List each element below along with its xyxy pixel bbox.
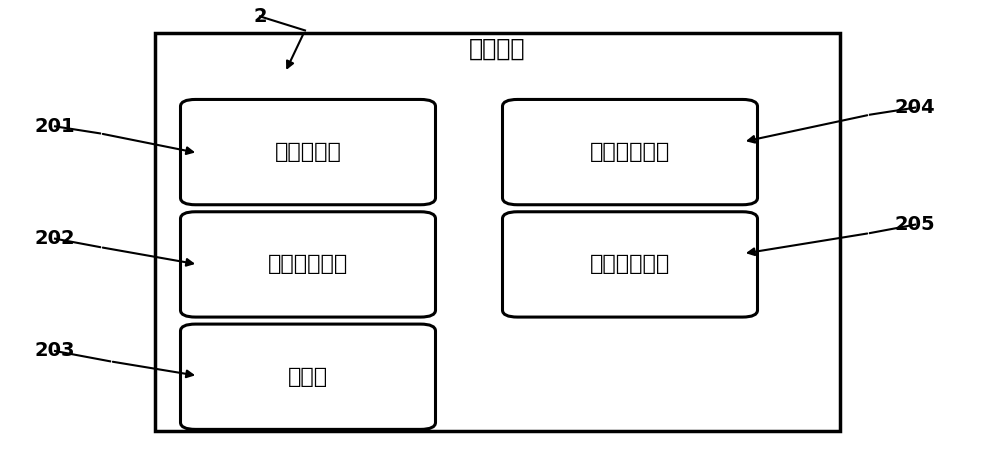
Text: 遥控主动臂: 遥控主动臂 [275,142,341,162]
FancyBboxPatch shape [502,212,758,317]
Text: 信号采集模块: 信号采集模块 [590,142,670,162]
Text: 202: 202 [35,229,75,248]
Text: 2: 2 [253,7,267,26]
Text: 遥控装置: 遥控装置 [469,37,525,61]
FancyBboxPatch shape [180,212,436,317]
FancyBboxPatch shape [180,324,436,430]
Text: 第三信号模块: 第三信号模块 [590,255,670,274]
FancyBboxPatch shape [502,99,758,205]
FancyBboxPatch shape [180,99,436,205]
Text: 204: 204 [895,98,935,117]
Text: 203: 203 [35,342,75,360]
FancyBboxPatch shape [155,33,840,431]
Text: 零力拖动模块: 零力拖动模块 [268,255,348,274]
Text: 提醒件: 提醒件 [288,367,328,387]
Text: 205: 205 [895,215,935,234]
Text: 201: 201 [35,117,75,136]
